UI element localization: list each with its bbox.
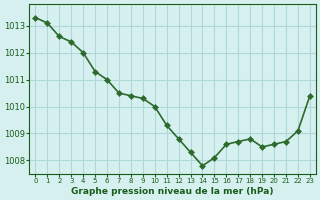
X-axis label: Graphe pression niveau de la mer (hPa): Graphe pression niveau de la mer (hPa) [71, 187, 274, 196]
